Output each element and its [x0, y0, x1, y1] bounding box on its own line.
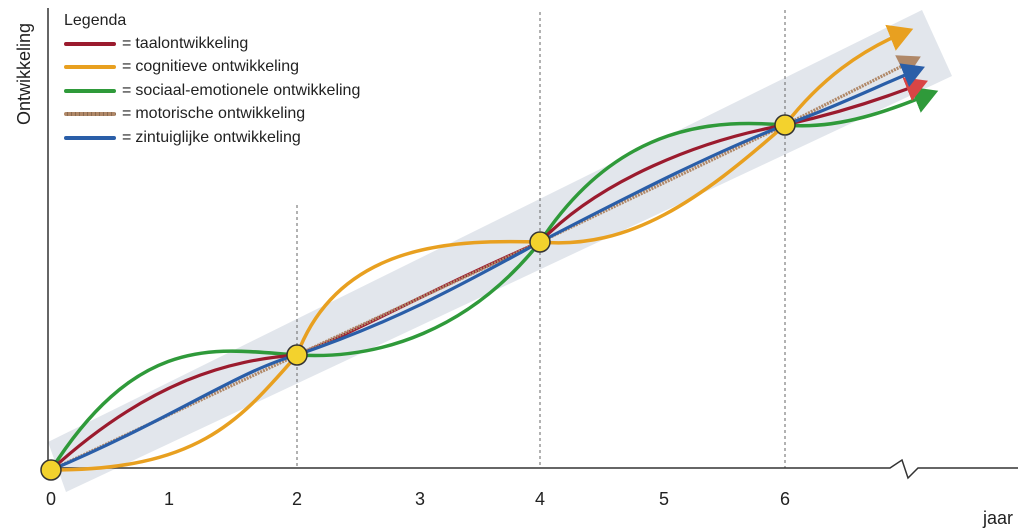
legend-item-motorisch: = motorische ontwikkeling: [64, 103, 360, 127]
legend-swatch-sociaal: [64, 88, 116, 93]
convergence-node-year-2: [286, 344, 308, 366]
convergence-node-year-0: [40, 459, 62, 481]
x-tick-label: 5: [659, 489, 669, 509]
y-axis-label: Ontwikkeling: [14, 23, 34, 125]
convergence-node-year-4: [529, 231, 551, 253]
x-axis: [48, 458, 1018, 480]
legend-item-zintuig: = zintuiglijke ontwikkeling: [64, 126, 360, 150]
convergence-node-year-6: [774, 114, 796, 136]
legend-equals: =: [122, 34, 132, 52]
legend-swatch-cognitief: [64, 65, 116, 70]
x-tick-label: 0: [46, 489, 56, 509]
legend-equals: =: [122, 105, 132, 123]
legend: Legenda = taalontwikkeling = cognitieve …: [64, 10, 360, 150]
legend-swatch-zintuig: [64, 135, 116, 140]
legend-item-sociaal: = sociaal-emotionele ontwikkeling: [64, 79, 360, 103]
legend-label: cognitieve ontwikkeling: [135, 58, 299, 76]
curve-sociaal-emotioneel: [49, 86, 939, 471]
x-tick-label: 1: [164, 489, 174, 509]
legend-title: Legenda: [64, 12, 127, 29]
legend-equals: =: [122, 128, 132, 146]
curve-cognitief: [50, 24, 914, 472]
legend-equals: =: [122, 58, 132, 76]
legend-swatch-motorisch: [64, 112, 116, 117]
development-band: [48, 10, 952, 492]
curve-taal: [49, 77, 928, 472]
legend-label: sociaal-emotionele ontwikkeling: [135, 81, 361, 99]
legend-item-taal: = taalontwikkeling: [64, 32, 360, 56]
legend-item-cognitief: = cognitieve ontwikkeling: [64, 56, 360, 80]
legend-label: motorische ontwikkeling: [135, 105, 306, 123]
legend-swatch-taal: [64, 41, 116, 46]
x-tick-label: 3: [415, 489, 425, 509]
x-tick-label: 6: [780, 489, 790, 509]
x-axis-unit-label: jaar: [982, 508, 1013, 528]
legend-label: taalontwikkeling: [135, 34, 249, 52]
x-tick-label: 2: [292, 489, 302, 509]
legend-label: zintuiglijke ontwikkeling: [135, 128, 301, 146]
curve-motorisch: [50, 55, 921, 472]
x-tick-label: 4: [535, 489, 545, 509]
legend-equals: =: [122, 81, 132, 99]
curve-zintuiglijk: [50, 63, 925, 472]
